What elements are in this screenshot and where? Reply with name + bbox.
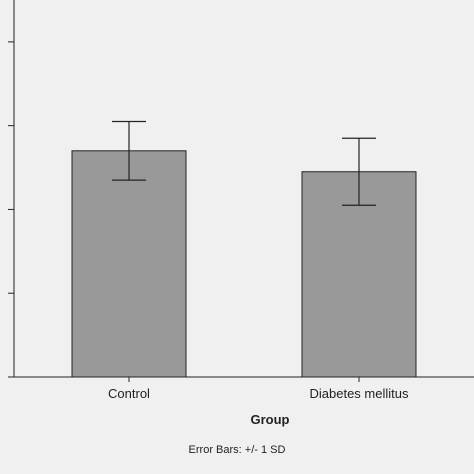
bars-group	[71, 150, 417, 378]
axes-group: Control Diabetes mellitus	[8, 0, 474, 401]
bar-0	[71, 150, 187, 378]
x-tick-label: Diabetes mellitus	[310, 386, 409, 401]
x-axis-title: Group	[251, 412, 290, 427]
error-bars-group	[112, 120, 376, 206]
error-bars-note: Error Bars: +/- 1 SD	[189, 444, 286, 456]
x-tick-label: Control	[108, 386, 150, 401]
